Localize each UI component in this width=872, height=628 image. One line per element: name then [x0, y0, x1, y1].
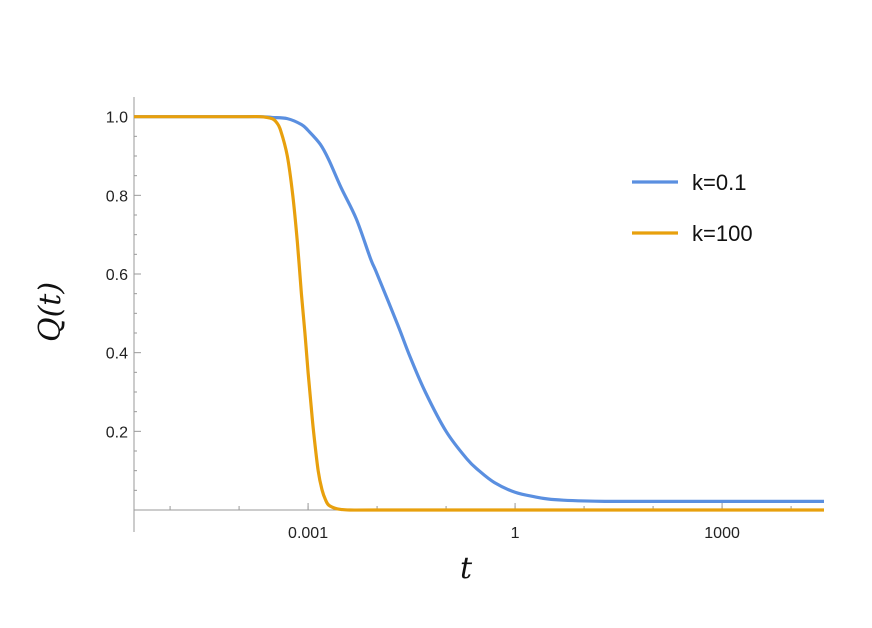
x-axis-title: t: [460, 551, 473, 586]
x-ticks: 0.001 1 1000: [288, 503, 740, 542]
y-tick-label: 0.6: [106, 267, 128, 284]
legend: k=0.1 k=100: [632, 170, 753, 246]
y-tick-label: 0.8: [106, 188, 128, 205]
series-line-1: [133, 115, 824, 503]
legend-label-2: k=100: [692, 221, 753, 246]
y-tick-label: 0.4: [106, 346, 128, 363]
x-tick-label: 0.001: [288, 525, 328, 542]
series-layer: [133, 114, 824, 512]
axes: 0.001 1 1000 0.2 0.4 0.6 0.8 1.0: [106, 97, 824, 542]
x-tick-label: 1000: [704, 525, 740, 542]
y-tick-label: 0.2: [106, 424, 128, 441]
y-ticks: 0.2 0.4 0.6 0.8 1.0: [106, 110, 141, 441]
series-line-2: [133, 114, 824, 512]
y-tick-label: 1.0: [106, 110, 128, 127]
y-axis-title: Q(t): [33, 282, 68, 342]
x-tick-label: 1: [511, 525, 520, 542]
legend-label-1: k=0.1: [692, 170, 746, 195]
